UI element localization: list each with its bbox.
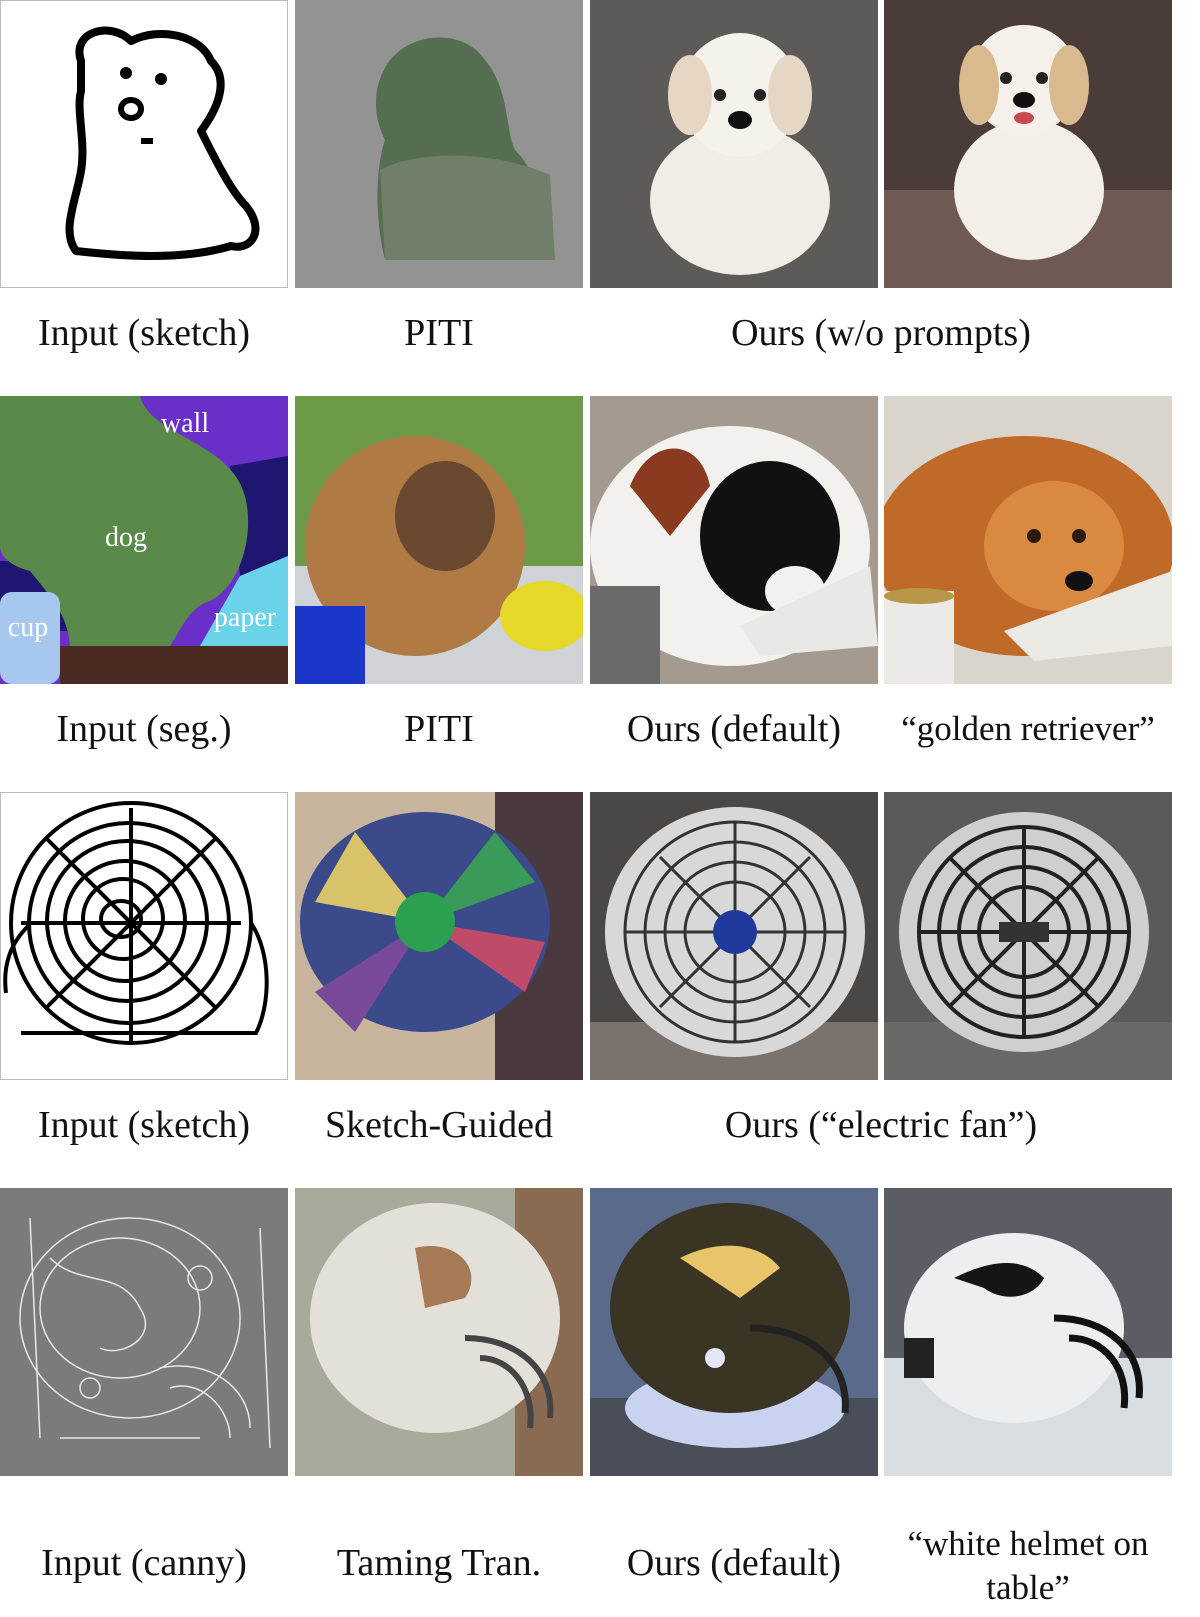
row1-baseline-caption: PITI [404, 312, 474, 354]
row2-input-caption: Input (seg.) [56, 708, 232, 750]
row3-ours-caption: Ours (“electric fan”) [724, 1104, 1038, 1146]
seg-label-paper: paper [214, 602, 277, 633]
row2-prompt-caption: “golden retriever” [901, 709, 1155, 748]
seg-label-wall: wall [161, 408, 209, 439]
row2-baseline-caption: PITI [404, 708, 474, 750]
row1-input-caption: Input (sketch) [37, 312, 251, 354]
row4-ours-image-1 [590, 1188, 878, 1476]
row3-input-sketch [0, 792, 288, 1080]
row1-ours-caption: Ours (w/o prompts) [731, 312, 1031, 354]
row1-input-sketch [0, 0, 288, 288]
row4-input-canny [0, 1188, 288, 1476]
row2-ours-image-2 [884, 396, 1172, 684]
row4-prompt-caption: “white helmet on table” [907, 1524, 1149, 1607]
row3-baseline-image [295, 792, 583, 1080]
row4-input-caption: Input (canny) [41, 1542, 247, 1584]
row2-ours-caption: Ours (default) [626, 708, 842, 750]
row1-baseline-image [295, 0, 583, 288]
row4-ours-caption: Ours (default) [626, 1542, 842, 1584]
row1-ours-image-2 [884, 0, 1172, 288]
row1-ours-image-1 [590, 0, 878, 288]
row2-baseline-image [295, 396, 583, 684]
row3-ours-image-1 [590, 792, 878, 1080]
row3-baseline-caption: Sketch-Guided [325, 1104, 553, 1146]
seg-label-cup: cup [8, 612, 48, 643]
row2-input-segmentation: wall dog cup paper [0, 396, 288, 684]
row2-ours-image-1 [590, 396, 878, 684]
row4-baseline-caption: Taming Tran. [336, 1542, 542, 1584]
row4-ours-image-2 [884, 1188, 1172, 1476]
row3-ours-image-2 [884, 792, 1172, 1080]
row4-baseline-image [295, 1188, 583, 1476]
row3-input-caption: Input (sketch) [37, 1104, 251, 1146]
seg-label-dog: dog [105, 522, 147, 553]
